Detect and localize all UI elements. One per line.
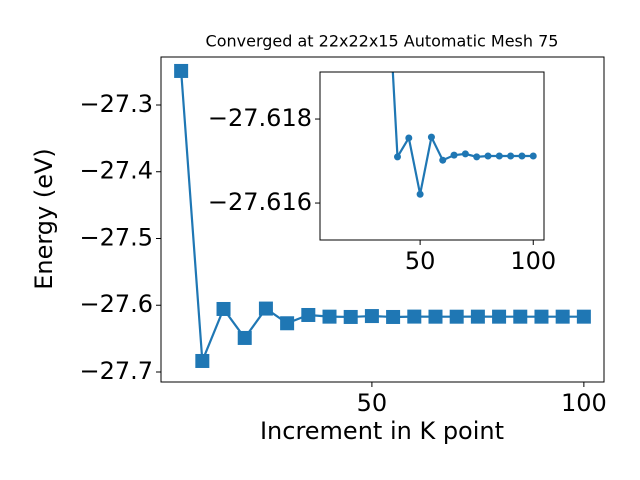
y-tick-label: −27.3 [79,90,153,118]
marker [461,150,469,158]
marker [518,152,526,160]
marker [555,309,570,324]
marker [450,151,458,159]
x-tick-label: 100 [510,247,556,275]
marker [416,190,424,198]
marker [393,153,401,161]
marker [529,152,537,160]
marker [237,330,252,345]
marker [495,152,503,160]
x-tick-label: 100 [561,389,607,417]
marker [513,309,528,324]
marker [216,301,231,316]
marker [386,309,401,324]
marker [534,309,549,324]
marker [280,316,295,331]
marker [174,63,189,78]
marker [470,309,485,324]
marker [322,309,337,324]
marker [301,307,316,322]
series-group [391,72,537,198]
y-tick-label: −27.7 [79,357,153,385]
marker [258,301,273,316]
marker [507,152,515,160]
marker [473,153,481,161]
x-axis-label: Increment in K point [260,417,504,445]
chart-title: Converged at 22x22x15 Automatic Mesh 75 [206,32,559,51]
y-tick-label: −27.5 [79,223,153,251]
y-tick-label: −27.616 [208,188,312,216]
x-tick-label: 50 [405,247,436,275]
marker [427,133,435,141]
marker [407,309,422,324]
y-axis-label: Energy (eV) [30,148,58,290]
marker [405,134,413,142]
y-tick-label: −27.618 [208,104,312,132]
marker [449,309,464,324]
y-tick-label: −27.4 [79,157,153,185]
y-tick-label: −27.6 [79,290,153,318]
axes-frame [160,56,605,383]
marker [576,309,591,324]
marker [484,152,492,160]
series-group [174,63,591,368]
marker [343,309,358,324]
marker [364,309,379,324]
marker [492,309,507,324]
axes-frame [319,71,545,241]
marker [195,353,210,368]
x-tick-label: 50 [357,389,388,417]
marker [428,309,443,324]
marker [439,156,447,164]
